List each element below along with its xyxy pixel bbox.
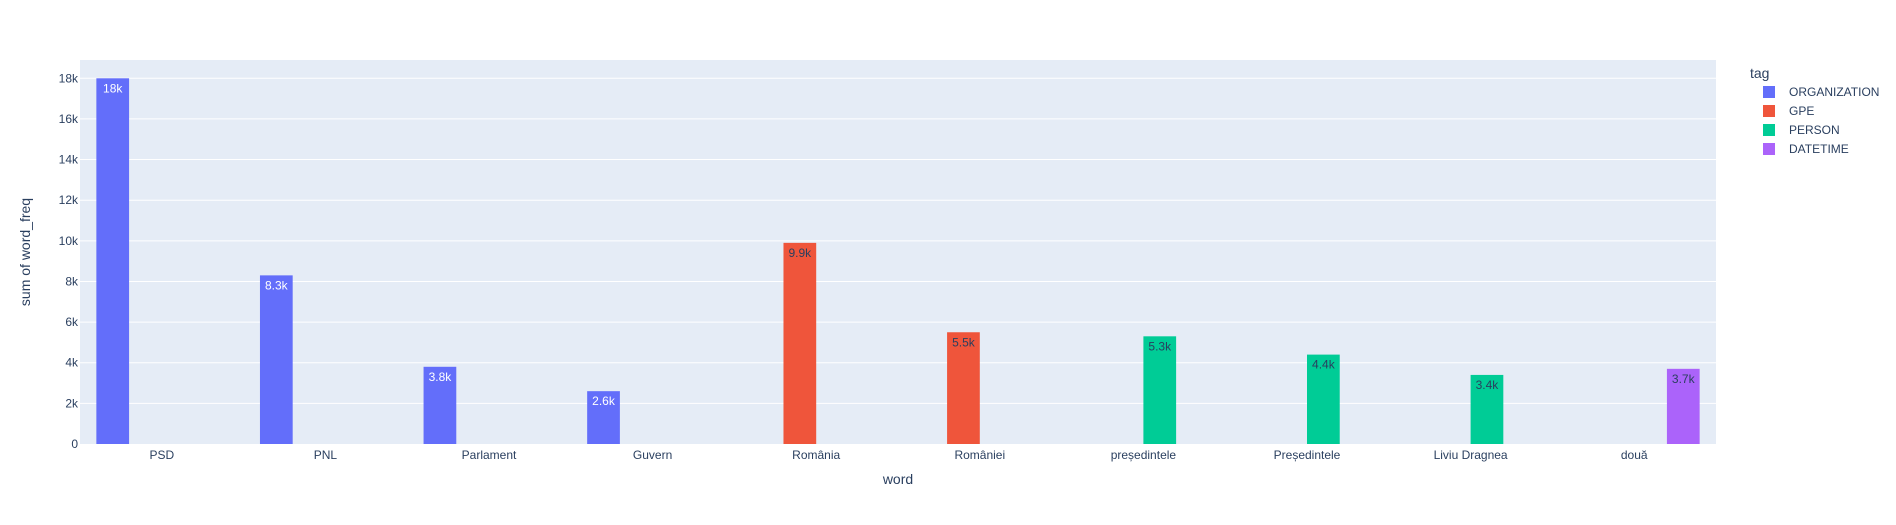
bar-data-label: 9.9k: [788, 246, 812, 260]
bar: [259, 275, 293, 444]
y-tick-label: 4k: [65, 356, 79, 370]
legend-label: PERSON: [1789, 123, 1840, 137]
x-tick-label: României: [954, 448, 1005, 462]
legend-label: ORGANIZATION: [1789, 85, 1879, 99]
bar-data-label: 18k: [103, 81, 123, 95]
bar-data-label: 4.4k: [1312, 358, 1336, 372]
y-tick-label: 8k: [65, 274, 79, 288]
y-tick-label: 10k: [59, 234, 79, 248]
legend-swatch: [1763, 105, 1775, 117]
y-tick-label: 2k: [65, 396, 79, 410]
bar-data-label: 3.7k: [1672, 372, 1696, 386]
bar-data-label: 3.4k: [1476, 378, 1500, 392]
legend-swatch: [1763, 124, 1775, 136]
bar-data-label: 8.3k: [265, 278, 289, 292]
bar: [947, 332, 980, 444]
x-tick-label: două: [1621, 448, 1648, 462]
legend-swatch: [1763, 143, 1775, 155]
y-tick-label: 0: [71, 437, 78, 451]
bar: [96, 78, 130, 445]
x-axis-title: word: [882, 471, 913, 487]
legend-label: DATETIME: [1789, 142, 1849, 156]
gridlines: [80, 77, 1716, 404]
legend-swatch: [1763, 86, 1775, 98]
plot-background: [80, 60, 1716, 444]
bar-data-label: 2.6k: [592, 394, 616, 408]
y-tick-label: 16k: [59, 112, 79, 126]
bar-data-label: 5.5k: [952, 335, 976, 349]
y-axis-ticks: 0 2k 4k 6k 8k 10k 12k 14k 16k 18k: [59, 71, 79, 451]
bars: 18k 8.3k 3.8k 2.6k 9.9k 5.5k 5.3k 4.4k 3.4k 3.7k: [96, 78, 1700, 445]
x-tick-label: Parlament: [462, 448, 517, 462]
bar: [1143, 336, 1177, 444]
x-tick-label: președintele: [1111, 448, 1177, 462]
legend: tag ORGANIZATION GPE PERSON DATETIME: [1750, 65, 1879, 156]
x-tick-label: Președintele: [1274, 448, 1341, 462]
x-tick-label: PSD: [149, 448, 174, 462]
bar: [1470, 374, 1504, 444]
bar: [423, 366, 457, 444]
x-tick-label: Liviu Dragnea: [1434, 448, 1508, 462]
y-tick-label: 6k: [65, 315, 79, 329]
x-tick-label: PNL: [314, 448, 338, 462]
bar: [1307, 354, 1340, 444]
x-tick-label: Guvern: [633, 448, 672, 462]
legend-label: GPE: [1789, 104, 1814, 118]
y-axis-title: sum of word_freq: [17, 198, 33, 306]
legend-title: tag: [1750, 65, 1769, 81]
x-tick-label: România: [792, 448, 840, 462]
bar: [587, 391, 620, 444]
x-axis-ticks: PSD PNL Parlament Guvern România României preș…: [149, 448, 1647, 462]
bar: [783, 242, 817, 444]
bar: [1666, 368, 1700, 444]
bar-data-label: 3.8k: [429, 370, 453, 384]
y-tick-label: 12k: [59, 193, 79, 207]
bar-data-label: 5.3k: [1148, 339, 1172, 353]
y-tick-label: 18k: [59, 71, 79, 85]
y-tick-label: 14k: [59, 153, 79, 167]
